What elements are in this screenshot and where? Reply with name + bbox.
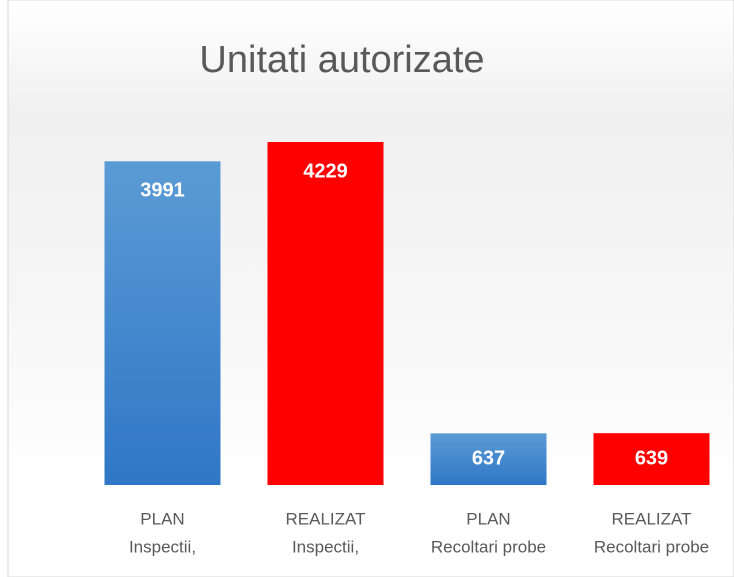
- bar: [430, 433, 547, 485]
- x-tick-label: PLAN: [466, 509, 510, 528]
- x-tick-label: REALIZAT: [286, 509, 366, 528]
- bar: [593, 433, 710, 485]
- x-tick-label: REALIZAT: [612, 509, 692, 528]
- data-label: 4229: [303, 160, 348, 182]
- x-tick-label: Recoltari probe: [431, 537, 546, 556]
- bar: [267, 142, 384, 485]
- x-tick-label: Recoltari probe: [594, 537, 709, 556]
- bar: [104, 161, 221, 485]
- x-tick-label: PLAN: [140, 509, 184, 528]
- data-label: 3991: [140, 180, 185, 202]
- data-label: 637: [472, 447, 505, 469]
- x-tick-label: Inspectii,: [129, 537, 196, 556]
- x-tick-label: Inspectii,: [292, 537, 359, 556]
- data-label: 639: [635, 447, 668, 469]
- chart-title: Unitati autorizate: [199, 39, 484, 81]
